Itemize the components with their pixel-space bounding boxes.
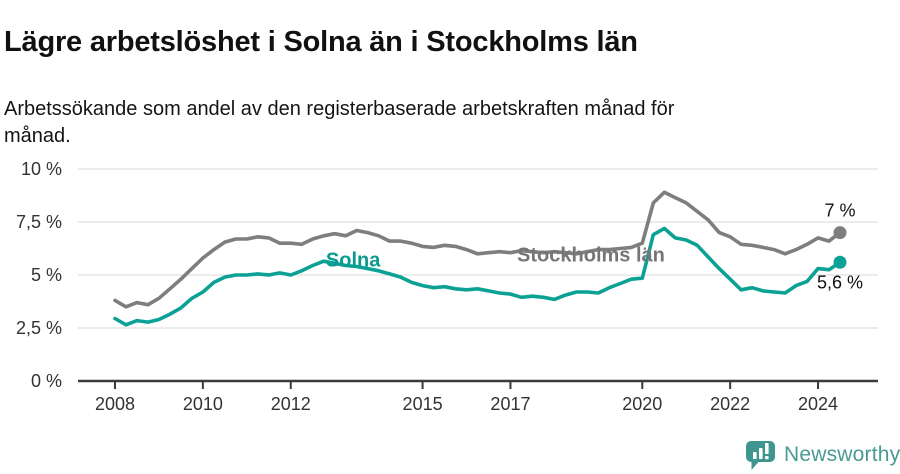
end-value-label-stockholms-lan: 7 %	[824, 200, 856, 221]
x-tick-label: 2017	[490, 394, 531, 414]
y-tick-label: 2,5 %	[15, 318, 62, 338]
page-subtitle: Arbetssökande som andel av den registerb…	[4, 98, 675, 148]
newsworthy-logo: Newsworthy	[745, 439, 900, 471]
line-solna	[113, 226, 842, 327]
y-tick-label: 10 %	[20, 159, 62, 179]
x-tick-label: 2008	[94, 394, 136, 414]
x-tick-label: 2012	[270, 394, 311, 414]
end-dot-stockholm	[833, 226, 847, 240]
series-label-stockholms-lan: Stockholms län	[517, 244, 665, 267]
line-stockholm	[113, 190, 842, 309]
page-title: Lägre arbetslöshet i Solna än i Stockhol…	[4, 26, 638, 59]
series-label-solna: Solna	[325, 249, 381, 272]
end-value-label-solna: 5,6 %	[816, 272, 864, 293]
chart-speech-bubble-icon	[746, 441, 775, 470]
end-dot-solna	[833, 255, 847, 269]
x-tick-label: 2022	[710, 394, 751, 414]
x-tick-label: 2010	[182, 394, 223, 414]
x-tick-label: 2015	[402, 394, 443, 414]
x-tick-label: 2020	[622, 394, 663, 414]
y-tick-label: 7,5 %	[15, 212, 62, 232]
x-tick-label: 2024	[798, 394, 839, 414]
y-tick-label: 5 %	[30, 265, 62, 285]
y-tick-label: 0 %	[30, 371, 62, 391]
newsworthy-wordmark: Newsworthy	[784, 443, 900, 466]
